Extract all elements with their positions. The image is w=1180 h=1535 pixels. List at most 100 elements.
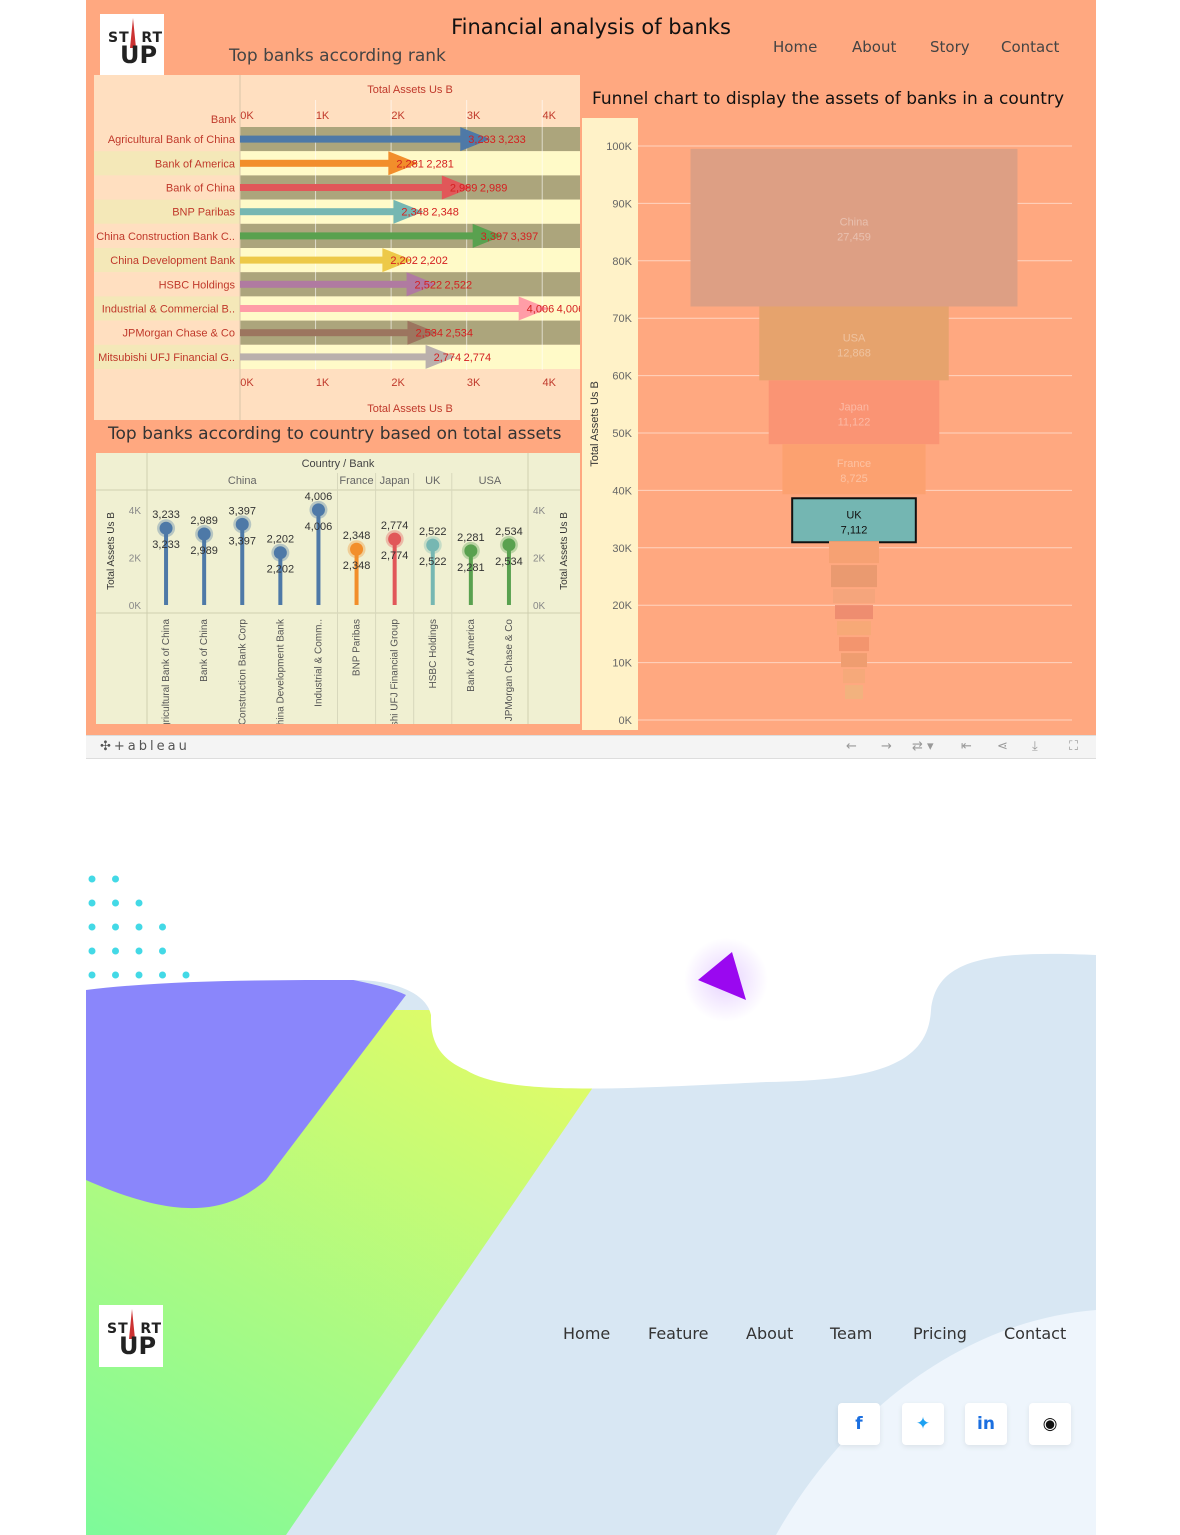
footer-nav-team[interactable]: Team: [830, 1324, 873, 1343]
nav-home[interactable]: Home: [773, 38, 818, 56]
country-y-axis-title-left: Total Assets Us B: [106, 512, 117, 590]
lollipop-head[interactable]: [235, 517, 249, 531]
github-icon[interactable]: ◉: [1029, 1403, 1071, 1445]
lollipop-head[interactable]: [426, 538, 440, 552]
footer-nav-contact[interactable]: Contact: [1004, 1324, 1067, 1343]
rank-chart-panel: Total Assets Us B Total Assets Us B Bank 0K…: [94, 75, 584, 420]
lollipop-head[interactable]: [197, 527, 211, 541]
revert-icon[interactable]: ⇄ ▾: [912, 739, 934, 754]
lollipop-head[interactable]: [311, 503, 325, 517]
funnel-segment[interactable]: [759, 306, 949, 381]
funnel-tail-segment[interactable]: [835, 605, 873, 620]
rank-value-label: 2,202: [420, 255, 448, 267]
nav-story[interactable]: Story: [930, 38, 970, 56]
lollipop-head[interactable]: [350, 542, 364, 556]
facebook-icon[interactable]: f: [838, 1403, 880, 1445]
pattern-dot: [88, 971, 96, 979]
lollipop-head[interactable]: [388, 532, 402, 546]
rank-bar-arrow[interactable]: [425, 344, 456, 369]
rank-label-cell: [94, 320, 240, 345]
share-icon[interactable]: ⋖: [997, 739, 1008, 754]
country-label: China: [228, 475, 258, 487]
rank-bar[interactable]: [240, 159, 391, 167]
funnel-segment-label: UK: [846, 509, 862, 521]
rank-bar[interactable]: [240, 353, 428, 361]
rank-bar[interactable]: [240, 232, 475, 240]
lollipop-bank-label: China Construction Bank Corp: [237, 619, 248, 724]
pattern-dot: [112, 947, 119, 955]
funnel-tail-segment[interactable]: [841, 653, 867, 668]
lollipop-head[interactable]: [502, 538, 516, 552]
footer-logo[interactable]: ST RT UP: [99, 1305, 163, 1367]
funnel-tail-segment[interactable]: [837, 621, 871, 636]
redo-icon[interactable]: →: [881, 739, 892, 754]
funnel-segment[interactable]: [791, 497, 917, 544]
download-icon[interactable]: ⤓: [1032, 739, 1038, 754]
funnel-y-tick: 0K: [619, 715, 633, 727]
lollipop-value-top: 3,233: [152, 509, 180, 521]
twitter-icon[interactable]: ✦: [902, 1403, 944, 1445]
rank-bar-arrow[interactable]: [388, 151, 419, 176]
rank-bar-arrow[interactable]: [393, 199, 424, 224]
rank-bar[interactable]: [240, 184, 444, 191]
funnel-segment[interactable]: [690, 148, 1018, 307]
pause-icon[interactable]: ⇤: [961, 739, 972, 754]
undo-icon[interactable]: ←: [846, 739, 857, 754]
fullscreen-icon[interactable]: ⛶: [1069, 739, 1079, 754]
rank-bar-arrow[interactable]: [441, 175, 472, 200]
funnel-segment[interactable]: [768, 380, 940, 445]
lollipop-bank-label: China Development Bank: [275, 618, 286, 724]
rank-label-cell: [94, 223, 240, 248]
rank-bar[interactable]: [240, 135, 463, 143]
rank-value-label: 4,006: [527, 304, 555, 316]
lollipop-bank-label: HSBC Holdings: [428, 619, 439, 688]
rank-bar-arrow[interactable]: [406, 272, 437, 297]
lollipop-head[interactable]: [464, 544, 478, 558]
footer-nav-feature[interactable]: Feature: [648, 1324, 709, 1343]
funnel-tail-segment[interactable]: [845, 685, 863, 700]
country-label: France: [339, 475, 373, 487]
funnel-tail-segment[interactable]: [833, 589, 875, 604]
rank-bar[interactable]: [240, 256, 385, 264]
lollipop-value-bottom: 2,989: [190, 545, 218, 557]
rank-bar-arrow[interactable]: [460, 127, 491, 152]
startup-logo[interactable]: ST RT UP: [100, 14, 164, 76]
funnel-tail-segment[interactable]: [843, 669, 865, 684]
funnel-segment[interactable]: [782, 444, 926, 495]
nav-contact[interactable]: Contact: [1001, 38, 1060, 56]
logo-spike-icon: [130, 18, 136, 48]
rank-value-label: 2,522: [445, 279, 473, 291]
rank-bar-arrow[interactable]: [407, 320, 438, 345]
landing-background: [86, 850, 1096, 1535]
footer-nav-pricing[interactable]: Pricing: [913, 1324, 967, 1343]
lollipop-head[interactable]: [159, 521, 173, 535]
rank-bar[interactable]: [240, 305, 521, 312]
pattern-dot: [88, 947, 96, 955]
footer-nav-about[interactable]: About: [746, 1324, 794, 1343]
funnel-tail-segment[interactable]: [829, 541, 879, 564]
lollipop-value-top: 4,006: [305, 491, 333, 503]
rank-tick-label-top: 3K: [467, 110, 481, 122]
rank-bar-arrow[interactable]: [382, 248, 413, 273]
rank-value-label: 3,397: [511, 231, 539, 243]
rank-bar[interactable]: [240, 208, 396, 216]
funnel-tail-segment[interactable]: [839, 637, 869, 652]
nav-about[interactable]: About: [852, 38, 897, 56]
rank-bar-arrow[interactable]: [472, 223, 503, 248]
tableau-brand: ✣+ableau: [100, 739, 190, 754]
rank-bar[interactable]: [240, 280, 409, 288]
rank-bar-arrow[interactable]: [518, 296, 549, 321]
rank-label-cell: [94, 344, 240, 369]
tableau-toolbar: ✣+ableau ← → ⇄ ▾ ⇤ ⋖ ⤓ ⛶: [86, 735, 1096, 759]
lollipop-head[interactable]: [273, 546, 287, 560]
linkedin-icon[interactable]: in: [965, 1403, 1007, 1445]
rank-y-axis-title: Bank: [211, 114, 237, 126]
lollipop-bank-label: Bank of America: [466, 619, 477, 692]
funnel-tail-segment[interactable]: [831, 565, 877, 588]
lollipop-value-bottom: 2,202: [267, 564, 295, 576]
lollipop-bank-label: Industrial & Comm..: [313, 619, 324, 707]
funnel-y-tick: 60K: [612, 371, 632, 383]
footer-nav-home[interactable]: Home: [563, 1324, 611, 1343]
rank-bar[interactable]: [240, 329, 410, 337]
